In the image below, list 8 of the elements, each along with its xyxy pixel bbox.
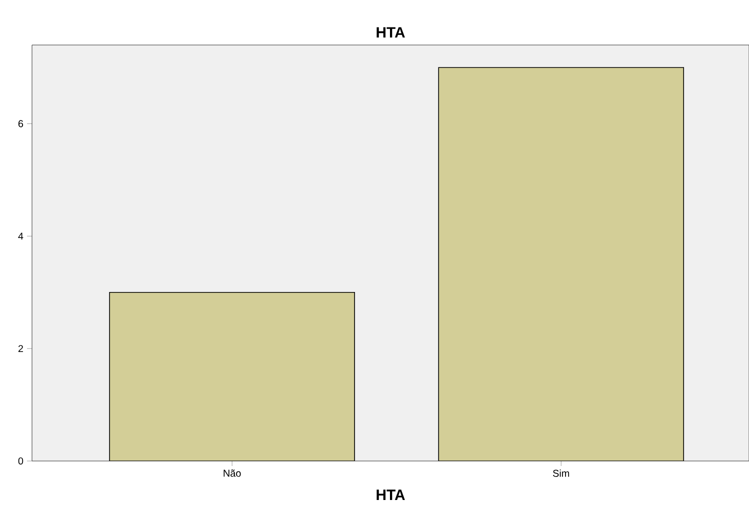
y-tick-label: 0 — [18, 457, 24, 465]
y-tick-label: 6 — [18, 120, 24, 128]
chart-title: HTA — [376, 27, 405, 38]
x-tick-label: Não — [224, 470, 241, 477]
x-axis-title: HTA — [376, 490, 405, 500]
x-tick-label: Sim — [552, 470, 570, 477]
y-tick-label: 2 — [18, 345, 23, 352]
y-tick-label: 4 — [18, 232, 24, 240]
